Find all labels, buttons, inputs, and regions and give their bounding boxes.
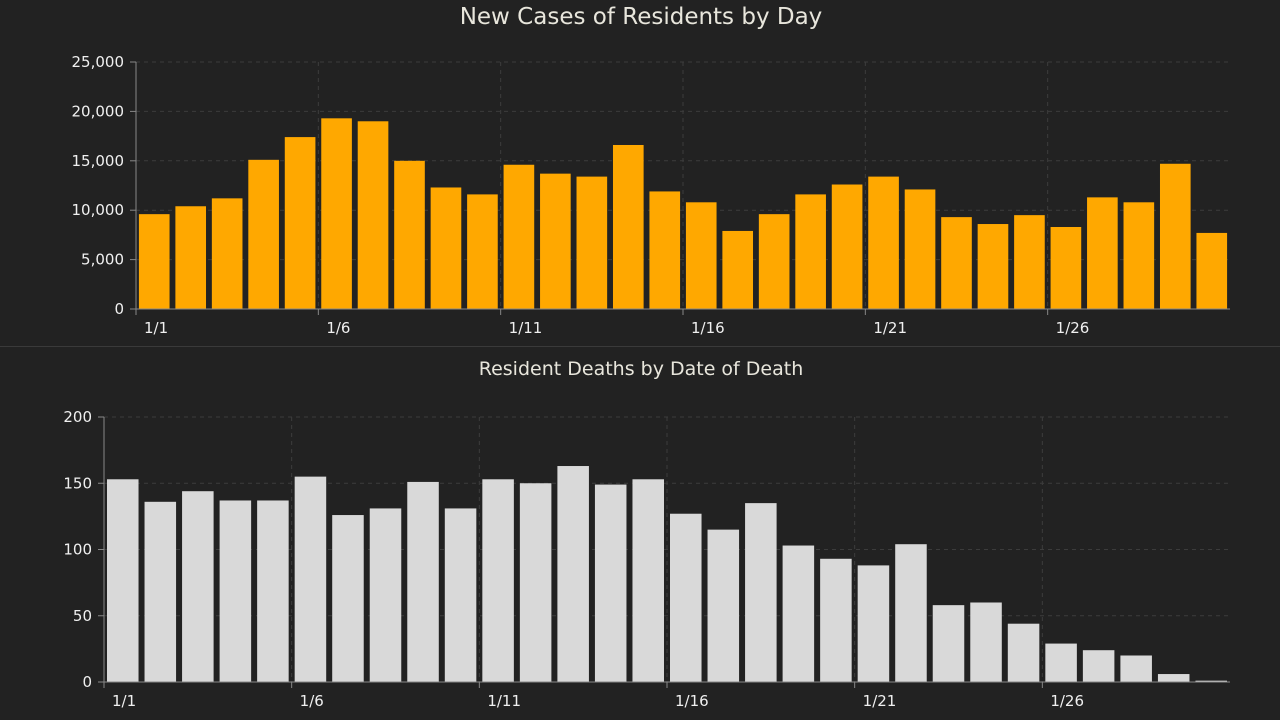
bar-1-28 (1123, 202, 1155, 309)
bar-1-30 (1196, 232, 1228, 309)
bar-1-25 (1014, 215, 1045, 309)
bar-1-2 (144, 501, 177, 682)
bar-1-25 (1007, 623, 1040, 682)
bar-1-24 (977, 224, 1009, 309)
bar-1-16 (670, 513, 702, 682)
bar-1-19 (795, 194, 826, 309)
y-tick-label: 200 (63, 408, 92, 426)
bar-1-4 (248, 159, 279, 309)
bar-1-19 (782, 545, 815, 682)
x-tick-label: 1/11 (509, 319, 543, 337)
bar-1-23 (941, 217, 972, 309)
bar-1-30 (1195, 680, 1227, 682)
x-tick-label: 1/21 (873, 319, 907, 337)
bar-1-1 (107, 479, 139, 682)
bar-1-17 (722, 230, 754, 309)
bar-1-8 (369, 508, 402, 682)
resident-deaths-chart: Resident Deaths by Date of Death 0 50 100 1… (63, 358, 1230, 710)
bar-1-29 (1159, 163, 1191, 309)
bar-1-20 (831, 184, 863, 309)
bar-1-6 (321, 118, 352, 309)
bar-1-12 (519, 483, 552, 682)
bar-1-4 (219, 500, 252, 682)
x-tick-label: 1/21 (863, 692, 897, 710)
y-tick-label: 20,000 (72, 102, 125, 120)
bar-1-29 (1157, 674, 1190, 682)
bar-1-10 (467, 194, 498, 309)
bar-1-10 (444, 508, 477, 682)
bar-1-6 (294, 476, 327, 682)
x-tick-label: 1/16 (675, 692, 709, 710)
bar-1-14 (594, 484, 627, 682)
bar-1-13 (557, 466, 589, 682)
y-tick-label: 10,000 (72, 201, 125, 219)
bar-1-15 (632, 479, 664, 682)
bar-1-20 (820, 558, 852, 682)
bar-1-17 (707, 529, 740, 682)
bar-1-24 (970, 602, 1002, 682)
bar-1-9 (407, 481, 439, 682)
resident-deaths-chart-title: Resident Deaths by Date of Death (479, 358, 804, 380)
bar-1-26 (1050, 226, 1082, 309)
bar-1-12 (540, 173, 571, 309)
x-tick-label: 1/16 (691, 319, 725, 337)
x-tick-label: 1/26 (1050, 692, 1084, 710)
bar-1-11 (503, 164, 535, 309)
bar-1-22 (904, 189, 936, 309)
bar-1-8 (394, 160, 425, 309)
y-tick-label: 0 (82, 673, 92, 691)
x-tick-label: 1/11 (487, 692, 521, 710)
bar-1-7 (332, 515, 364, 682)
y-tick-label: 100 (63, 541, 92, 559)
y-tick-label: 25,000 (72, 53, 125, 71)
bar-1-3 (211, 198, 243, 309)
y-tick-label: 0 (114, 300, 124, 318)
bar-1-26 (1045, 643, 1077, 682)
bar-1-14 (612, 144, 644, 309)
new-cases-chart-title: New Cases of Residents by Day (460, 4, 823, 30)
bar-1-16 (685, 202, 717, 309)
x-tick-label: 1/26 (1056, 319, 1090, 337)
bar-1-23 (932, 605, 965, 682)
bar-1-27 (1082, 650, 1115, 682)
y-tick-label: 5,000 (81, 251, 124, 269)
y-tick-label: 150 (63, 474, 92, 492)
bar-1-21 (857, 565, 890, 682)
y-tick-label: 50 (73, 607, 92, 625)
chart-divider (0, 346, 1280, 347)
bar-1-18 (758, 214, 790, 309)
bar-1-2 (175, 206, 207, 309)
bar-1-11 (482, 479, 514, 682)
bar-1-9 (430, 187, 462, 309)
bar-1-5 (257, 500, 289, 682)
bar-1-13 (576, 176, 608, 309)
bar-1-21 (868, 176, 899, 309)
bar-1-1 (138, 214, 170, 309)
x-tick-label: 1/1 (144, 319, 168, 337)
x-tick-label: 1/6 (326, 319, 350, 337)
bar-1-7 (357, 121, 389, 309)
x-tick-label: 1/6 (300, 692, 324, 710)
bar-1-27 (1087, 197, 1118, 309)
bar-1-22 (895, 544, 927, 682)
bar-1-28 (1120, 655, 1152, 682)
x-tick-label: 1/1 (112, 692, 136, 710)
bar-1-18 (745, 503, 777, 682)
bar-1-3 (182, 491, 214, 682)
bar-1-5 (284, 137, 316, 309)
y-tick-label: 15,000 (72, 152, 125, 170)
bar-1-15 (649, 191, 681, 309)
new-cases-chart: New Cases of Residents by Day 0 5,000 10,0… (72, 4, 1230, 337)
